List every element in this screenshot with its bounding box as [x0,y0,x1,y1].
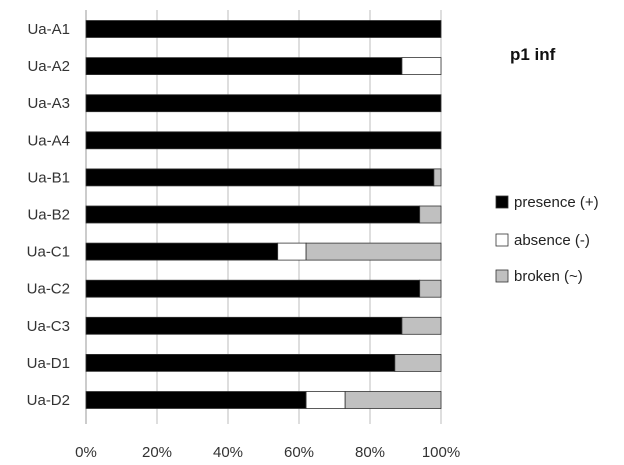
bar-segment [394,353,442,372]
bar-segment [85,131,442,150]
x-tick-label: 40% [213,444,243,461]
bars [85,20,442,409]
bar-segment [85,94,442,113]
bar-segment [85,316,403,335]
category-label: Ua-A3 [27,95,70,112]
category-label: Ua-C2 [27,281,70,298]
category-label: Ua-D1 [27,355,70,372]
bar-segment [85,168,435,187]
bar-segment [401,57,442,75]
bar-segment [85,57,403,75]
bar-segment [85,391,307,409]
bar-segment [419,279,442,298]
category-label: Ua-B2 [27,207,70,224]
category-label: Ua-B1 [27,169,70,186]
bar-segment [85,279,421,298]
bar-segment [401,316,442,335]
bar-segment [344,391,442,409]
bar-segment [85,205,421,224]
legend-label: presence (+) [514,194,599,211]
legend-swatch [495,195,509,209]
bar-segment [85,242,279,261]
x-tick-label: 60% [284,444,314,461]
legend-swatch [495,233,509,247]
chart-title: p1 inf [510,45,556,64]
bar-segment [433,168,442,187]
x-tick-label: 0% [75,444,97,461]
legend-label: broken (~) [514,268,583,285]
category-label: Ua-C1 [27,244,70,261]
category-label: Ua-C3 [27,318,70,335]
legend: presence (+) absence (-) broken (~) [495,194,599,285]
legend-label: absence (-) [514,232,590,249]
bar-segment [305,242,442,261]
bar-segment [85,20,442,38]
bar-segment [277,242,307,261]
category-label: Ua-A4 [27,132,70,149]
x-tick-label: 20% [142,444,172,461]
x-tick-label: 100% [422,444,460,461]
x-tick-labels: 0% 20% 40% 60% 80% 100% [75,444,460,461]
bar-segment [305,391,346,409]
category-labels: Ua-A1 Ua-A2 Ua-A3 Ua-A4 Ua-B1 Ua-B2 Ua-C1 Ua-C2… [27,21,70,409]
category-label: Ua-D2 [27,392,70,409]
category-label: Ua-A2 [27,58,70,75]
x-tick-label: 80% [355,444,385,461]
bar-segment [85,353,396,372]
legend-swatch [495,269,509,283]
category-label: Ua-A1 [27,21,70,38]
bar-segment [419,205,442,224]
